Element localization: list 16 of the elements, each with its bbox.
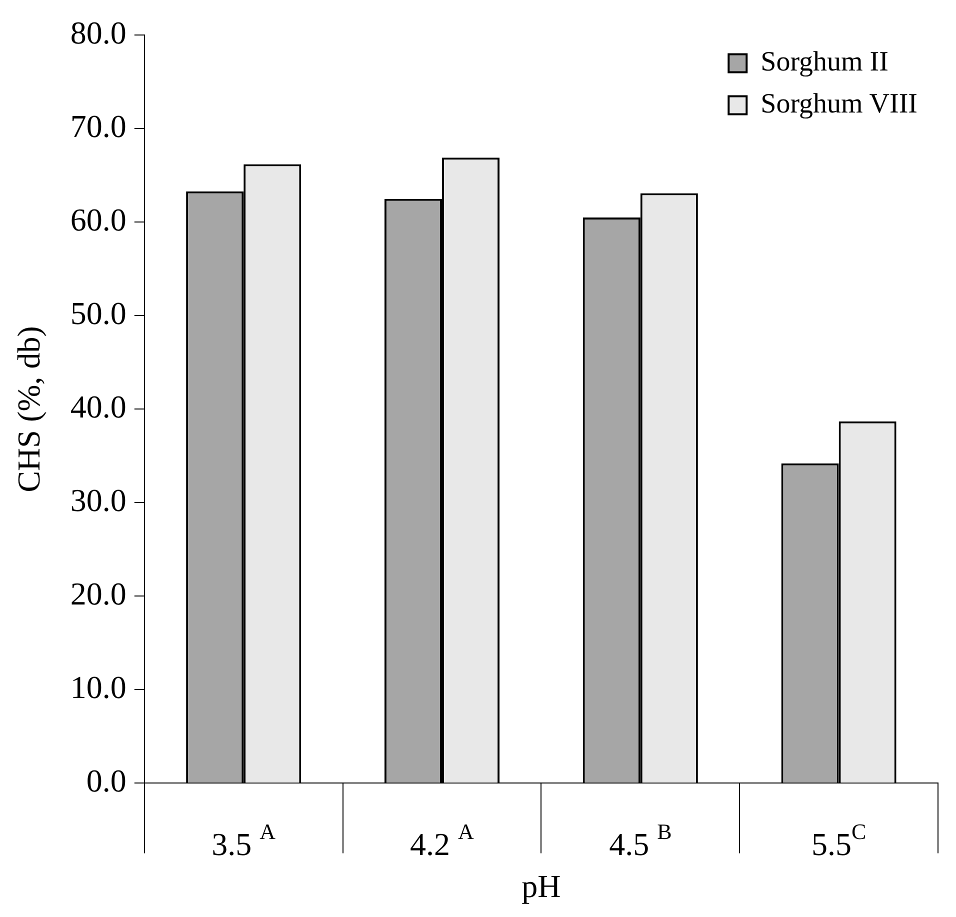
- y-tick-label: 60.0: [70, 202, 126, 238]
- y-tick-label: 70.0: [70, 108, 126, 144]
- y-tick-label: 50.0: [70, 295, 126, 332]
- y-tick-label: 30.0: [70, 482, 126, 518]
- y-axis-title: CHS (%, db): [10, 326, 47, 492]
- x-axis-title: pH: [522, 868, 561, 904]
- x-tick-label: 4.5 B: [609, 819, 672, 862]
- y-tick-label: 20.0: [70, 576, 126, 612]
- x-tick-label: 4.2 A: [410, 819, 474, 862]
- legend-label: Sorghum II: [760, 46, 888, 78]
- y-tick-label: 80.0: [70, 14, 126, 51]
- y-tick-label: 10.0: [70, 669, 126, 706]
- x-tick-label: 3.5 A: [212, 819, 276, 862]
- legend-label: Sorghum VIII: [760, 88, 918, 120]
- y-tick-label: 40.0: [70, 388, 126, 425]
- y-tick-label: 0.0: [86, 762, 126, 799]
